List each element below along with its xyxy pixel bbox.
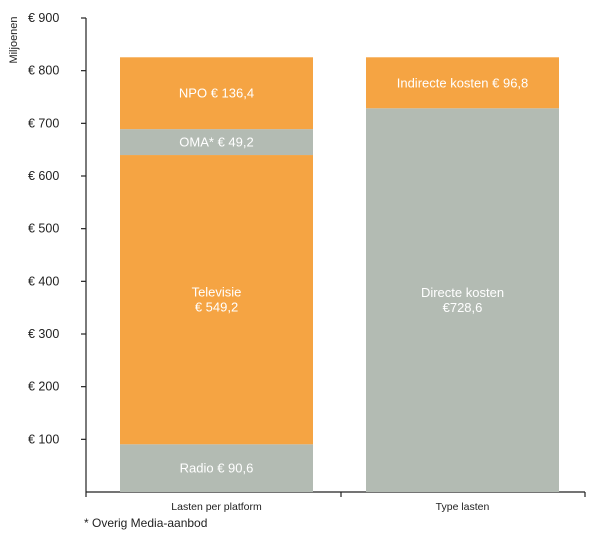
y-tick-label: € 500 (28, 222, 59, 236)
category-label: Lasten per platform (171, 501, 262, 513)
bar-segment (120, 129, 313, 156)
data-label: €728,6 (443, 300, 483, 315)
data-label: Directe kosten (421, 285, 504, 300)
category-label: Type lasten (436, 501, 490, 513)
data-label: € 549,2 (195, 300, 238, 315)
data-label: Radio € 90,6 (180, 461, 254, 476)
footnote: * Overig Media-aanbod (84, 516, 208, 530)
bar-segment (366, 108, 559, 493)
y-tick-label: € 400 (28, 274, 59, 288)
bar-segment (120, 444, 313, 492)
y-axis-title: Miljoenen (8, 16, 20, 63)
y-tick-label: € 800 (28, 64, 59, 78)
data-label: OMA* € 49,2 (179, 135, 253, 150)
y-tick-label: € 200 (28, 380, 59, 394)
bar-segment (120, 57, 313, 130)
y-tick-label: € 700 (28, 116, 59, 130)
category-labels: Lasten per platform Type lasten (171, 501, 489, 513)
y-ticks: € 100 € 200 € 300 € 400 € 500 € 600 € 700 € 800… (28, 11, 86, 446)
y-tick-label: € 600 (28, 169, 59, 183)
y-tick-label: € 300 (28, 327, 59, 341)
bar-2: Directe kosten€728,6 Indirecte kosten € 9… (366, 57, 559, 493)
data-label: NPO € 136,4 (179, 86, 254, 101)
bar-segment (120, 155, 313, 445)
data-label: Televisie (192, 285, 242, 300)
bars: Radio € 90,6 Televisie€ 549,2 OMA* € 49,2 N… (120, 57, 559, 493)
bar-segment (366, 57, 559, 109)
bar-1: Radio € 90,6 Televisie€ 549,2 OMA* € 49,2 N… (120, 57, 313, 492)
y-tick-label: € 900 (28, 11, 59, 25)
data-label: Indirecte kosten € 96,8 (397, 75, 529, 90)
y-tick-label: € 100 (28, 432, 59, 446)
